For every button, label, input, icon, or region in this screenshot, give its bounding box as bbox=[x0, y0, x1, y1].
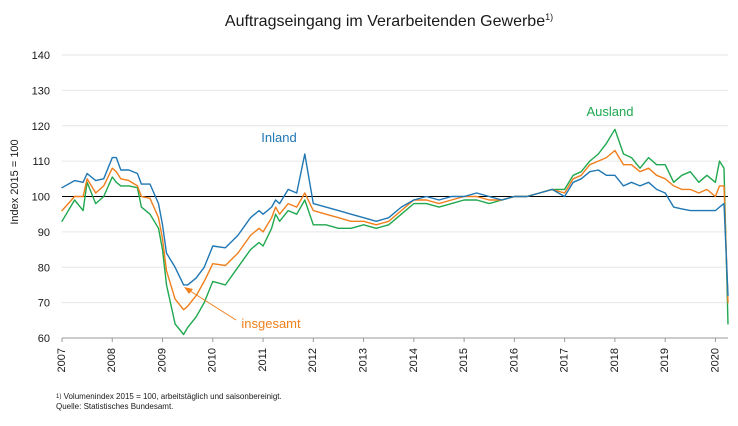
x-tick-label: 2020 bbox=[709, 348, 721, 372]
x-axis: 2007 2008 2009 2010 2011 2012 2013 2014 2015 2016… bbox=[56, 337, 728, 372]
annotation-arrow-line bbox=[186, 288, 237, 321]
y-tick-label: 60 bbox=[38, 333, 50, 345]
x-tick-label: 2015 bbox=[458, 348, 470, 372]
series-line-ausland bbox=[61, 128, 729, 336]
y-tick-label: 140 bbox=[32, 50, 50, 62]
y-tick-label: 130 bbox=[32, 85, 50, 97]
y-tick-label: 80 bbox=[38, 262, 50, 274]
label-inland: Inland bbox=[261, 130, 296, 145]
annotation-arrow-head bbox=[184, 287, 193, 294]
y-tick-label: 120 bbox=[32, 121, 50, 133]
x-tick-label: 2009 bbox=[156, 348, 168, 372]
label-ausland: Ausland bbox=[587, 104, 634, 119]
x-tick-label: 2012 bbox=[307, 348, 319, 372]
y-axis: 60 70 80 90 100 110 120 130 140 bbox=[32, 50, 50, 345]
y-tick-label: 90 bbox=[38, 227, 50, 239]
x-tick-label: 2016 bbox=[508, 348, 520, 372]
y-axis-label: Index 2015 = 100 bbox=[9, 139, 21, 224]
x-tick-label: 2013 bbox=[357, 348, 369, 372]
series-line-insgesamt bbox=[61, 149, 729, 311]
series-layer bbox=[61, 128, 729, 336]
x-tick-label: 2017 bbox=[559, 348, 571, 372]
y-tick-label: 70 bbox=[38, 298, 50, 310]
title-footnote-mark: 1) bbox=[545, 12, 553, 22]
x-tick-label: 2008 bbox=[106, 348, 118, 372]
chart-title: Auftragseingang im Verarbeitenden Gewerb… bbox=[225, 12, 553, 30]
y-tick-label: 100 bbox=[32, 192, 50, 204]
x-tick-label: 2019 bbox=[659, 348, 671, 372]
x-tick-label: 2014 bbox=[408, 348, 420, 372]
footnote-text: Volumenindex 2015 = 100, arbeitstäglich … bbox=[63, 392, 282, 401]
footnote: 1) Volumenindex 2015 = 100, arbeitstägli… bbox=[56, 392, 282, 402]
y-tick-label: 110 bbox=[32, 156, 50, 168]
x-tick-label: 2010 bbox=[207, 348, 219, 372]
x-tick-label: 2007 bbox=[56, 348, 68, 372]
footnote-mark: 1) bbox=[56, 394, 62, 400]
x-tick-label: 2018 bbox=[609, 348, 621, 372]
series-line-inland bbox=[61, 153, 729, 297]
label-insgesamt: insgesamt bbox=[241, 316, 301, 331]
source-note: Quelle: Statistisches Bundesamt. bbox=[56, 402, 174, 411]
x-tick-label: 2011 bbox=[257, 348, 269, 372]
